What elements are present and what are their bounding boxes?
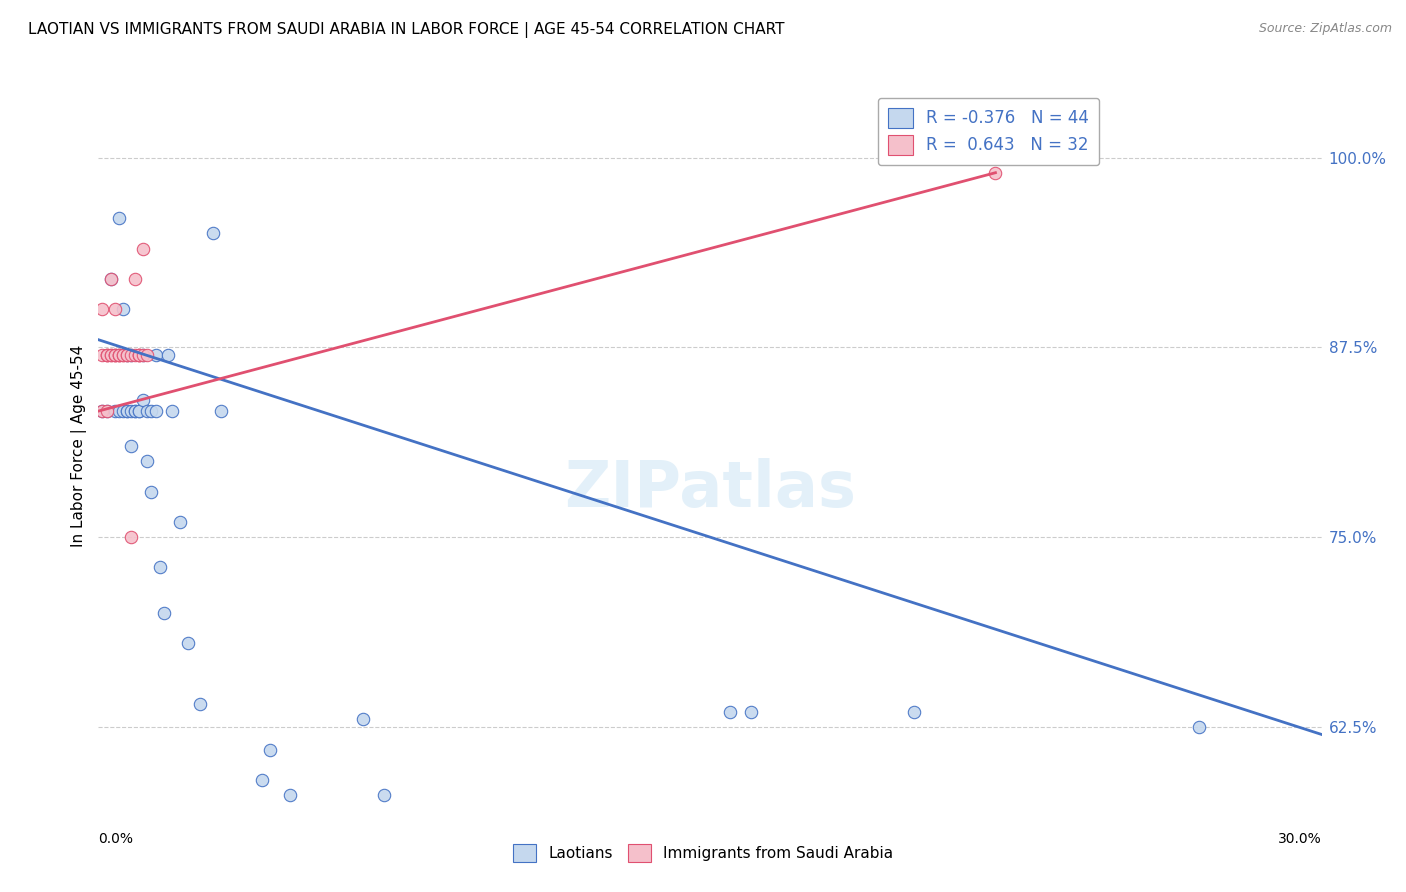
Point xyxy=(720,705,742,719)
Point xyxy=(128,404,150,418)
Point xyxy=(124,404,146,418)
Point xyxy=(115,348,138,362)
Point xyxy=(145,348,167,362)
Point xyxy=(96,348,118,362)
Point xyxy=(136,454,159,468)
Point xyxy=(100,272,122,286)
Y-axis label: In Labor Force | Age 45-54: In Labor Force | Age 45-54 xyxy=(72,345,87,547)
Point xyxy=(108,348,131,362)
Point xyxy=(100,348,122,362)
Point xyxy=(128,348,150,362)
Point xyxy=(120,530,142,544)
Point xyxy=(115,404,138,418)
Point xyxy=(104,348,127,362)
Point xyxy=(124,404,146,418)
Point xyxy=(108,404,131,418)
Point xyxy=(373,788,395,802)
Point xyxy=(352,712,374,726)
Point xyxy=(209,404,232,418)
Point xyxy=(120,439,142,453)
Text: 0.0%: 0.0% xyxy=(98,832,134,846)
Point xyxy=(136,404,159,418)
Legend: Laotians, Immigrants from Saudi Arabia: Laotians, Immigrants from Saudi Arabia xyxy=(506,838,900,868)
Point xyxy=(96,348,118,362)
Point xyxy=(177,636,200,650)
Point xyxy=(120,404,142,418)
Point xyxy=(259,742,281,756)
Point xyxy=(91,404,114,418)
Point xyxy=(132,242,155,256)
Point xyxy=(96,404,118,418)
Point xyxy=(984,166,1007,180)
Point xyxy=(120,348,142,362)
Point xyxy=(141,404,163,418)
Point xyxy=(124,348,146,362)
Point xyxy=(156,348,179,362)
Legend: R = -0.376   N = 44, R =  0.643   N = 32: R = -0.376 N = 44, R = 0.643 N = 32 xyxy=(877,97,1099,165)
Point xyxy=(91,348,114,362)
Point xyxy=(1188,720,1211,734)
Point xyxy=(115,348,138,362)
Point xyxy=(115,348,138,362)
Point xyxy=(149,560,172,574)
Point xyxy=(100,272,122,286)
Point xyxy=(104,404,127,418)
Point xyxy=(201,227,224,241)
Point xyxy=(108,348,131,362)
Point xyxy=(115,404,138,418)
Point xyxy=(104,302,127,317)
Point xyxy=(128,348,150,362)
Point xyxy=(132,348,155,362)
Text: Source: ZipAtlas.com: Source: ZipAtlas.com xyxy=(1258,22,1392,36)
Point xyxy=(136,348,159,362)
Point xyxy=(111,348,134,362)
Point xyxy=(250,772,273,787)
Point xyxy=(111,302,134,317)
Point xyxy=(111,404,134,418)
Point xyxy=(132,393,155,408)
Point xyxy=(152,606,174,620)
Point xyxy=(128,404,150,418)
Point xyxy=(124,272,146,286)
Point xyxy=(100,348,122,362)
Text: LAOTIAN VS IMMIGRANTS FROM SAUDI ARABIA IN LABOR FORCE | AGE 45-54 CORRELATION C: LAOTIAN VS IMMIGRANTS FROM SAUDI ARABIA … xyxy=(28,22,785,38)
Text: 30.0%: 30.0% xyxy=(1278,832,1322,846)
Point xyxy=(96,348,118,362)
Point xyxy=(128,348,150,362)
Point xyxy=(740,705,762,719)
Point xyxy=(903,705,925,719)
Point xyxy=(111,348,134,362)
Point xyxy=(188,697,212,711)
Point xyxy=(108,211,131,226)
Point xyxy=(104,348,127,362)
Point xyxy=(120,348,142,362)
Point xyxy=(91,404,114,418)
Point xyxy=(132,348,155,362)
Point xyxy=(141,484,163,499)
Point xyxy=(169,515,191,529)
Point xyxy=(96,404,118,418)
Point xyxy=(160,404,183,418)
Point xyxy=(91,302,114,317)
Point xyxy=(104,348,127,362)
Point xyxy=(145,404,167,418)
Text: ZIPatlas: ZIPatlas xyxy=(564,458,856,520)
Point xyxy=(108,348,131,362)
Point xyxy=(278,788,301,802)
